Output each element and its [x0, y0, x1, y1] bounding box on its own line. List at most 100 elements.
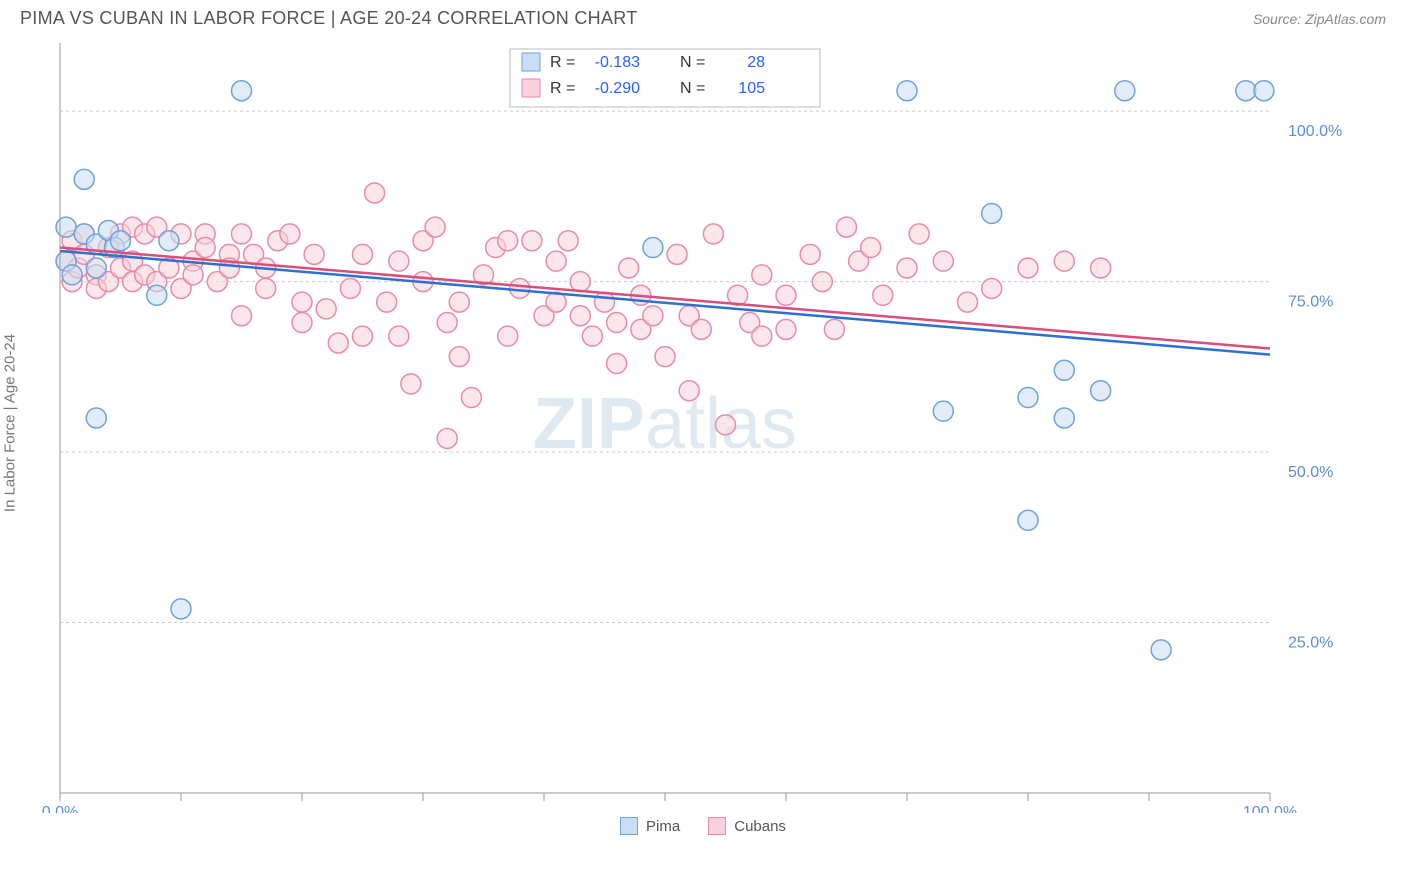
- cubans-point: [909, 224, 929, 244]
- cubans-point: [582, 326, 602, 346]
- cubans-point: [232, 306, 252, 326]
- cubans-point: [897, 258, 917, 278]
- y-axis-label: In Labor Force | Age 20-24: [2, 334, 19, 512]
- pima-point: [897, 81, 917, 101]
- cubans-point: [437, 313, 457, 333]
- cubans-point: [340, 278, 360, 298]
- cubans-point: [328, 333, 348, 353]
- cubans-point: [958, 292, 978, 312]
- cubans-point: [1091, 258, 1111, 278]
- cubans-point: [377, 292, 397, 312]
- pima-point: [1091, 381, 1111, 401]
- legend-swatch: [522, 53, 540, 71]
- cubans-point: [510, 278, 530, 298]
- pima-point: [1236, 81, 1256, 101]
- cubans-point: [982, 278, 1002, 298]
- svg-text:25.0%: 25.0%: [1288, 635, 1333, 652]
- cubans-point: [232, 224, 252, 244]
- chart-container: In Labor Force | Age 20-24 25.0%50.0%75.…: [20, 33, 1386, 813]
- legend-label: Pima: [646, 818, 680, 835]
- pima-point: [1151, 640, 1171, 660]
- cubans-point: [292, 313, 312, 333]
- pima-point: [933, 401, 953, 421]
- cubans-point: [183, 265, 203, 285]
- svg-text:N =: N =: [680, 80, 705, 97]
- cubans-point: [280, 224, 300, 244]
- legend-swatch: [620, 817, 638, 835]
- cubans-point: [776, 319, 796, 339]
- cubans-point: [558, 231, 578, 251]
- pima-point: [159, 231, 179, 251]
- svg-text:ZIPatlas: ZIPatlas: [533, 384, 797, 464]
- cubans-point: [861, 238, 881, 258]
- legend-label: Cubans: [734, 818, 786, 835]
- cubans-point: [619, 258, 639, 278]
- cubans-point: [498, 326, 518, 346]
- cubans-point: [873, 285, 893, 305]
- cubans-point: [353, 244, 373, 264]
- pima-point: [1054, 408, 1074, 428]
- legend-swatch: [522, 79, 540, 97]
- pima-point: [232, 81, 252, 101]
- cubans-point: [824, 319, 844, 339]
- title-bar: PIMA VS CUBAN IN LABOR FORCE | AGE 20-24…: [0, 0, 1406, 33]
- svg-text:R =: R =: [550, 54, 575, 71]
- cubans-point: [716, 415, 736, 435]
- svg-text:N =: N =: [680, 54, 705, 71]
- cubans-point: [667, 244, 687, 264]
- cubans-point: [522, 231, 542, 251]
- cubans-point: [425, 217, 445, 237]
- cubans-point: [546, 251, 566, 271]
- cubans-point: [304, 244, 324, 264]
- cubans-point: [607, 313, 627, 333]
- pima-point: [1054, 360, 1074, 380]
- cubans-point: [437, 428, 457, 448]
- source-attribution: Source: ZipAtlas.com: [1253, 11, 1386, 27]
- pima-point: [56, 217, 76, 237]
- pima-point: [111, 231, 131, 251]
- cubans-point: [607, 353, 627, 373]
- pima-point: [62, 265, 82, 285]
- cubans-point: [691, 319, 711, 339]
- cubans-point: [461, 388, 481, 408]
- pima-point: [171, 599, 191, 619]
- pima-point: [643, 238, 663, 258]
- scatter-chart: 25.0%50.0%75.0%100.0%ZIPatlas0.0%100.0%R…: [20, 33, 1360, 813]
- cubans-point: [353, 326, 373, 346]
- cubans-point: [570, 306, 590, 326]
- cubans-point: [195, 238, 215, 258]
- pima-trend-line: [60, 251, 1270, 355]
- cubans-point: [595, 292, 615, 312]
- bottom-legend: Pima Cubans: [0, 817, 1406, 835]
- svg-text:-0.183: -0.183: [595, 54, 640, 71]
- cubans-point: [812, 272, 832, 292]
- cubans-point: [401, 374, 421, 394]
- svg-text:28: 28: [747, 54, 765, 71]
- cubans-trend-line: [60, 248, 1270, 349]
- svg-text:100.0%: 100.0%: [1288, 123, 1342, 140]
- svg-text:-0.290: -0.290: [595, 80, 640, 97]
- svg-text:0.0%: 0.0%: [42, 804, 78, 813]
- pima-point: [1018, 388, 1038, 408]
- pima-point: [74, 169, 94, 189]
- cubans-point: [655, 347, 675, 367]
- cubans-point: [256, 278, 276, 298]
- cubans-point: [800, 244, 820, 264]
- cubans-point: [1054, 251, 1074, 271]
- cubans-point: [498, 231, 518, 251]
- pima-point: [982, 203, 1002, 223]
- legend-item: Cubans: [708, 817, 786, 835]
- svg-text:105: 105: [738, 80, 765, 97]
- cubans-point: [643, 306, 663, 326]
- pima-point: [1018, 510, 1038, 530]
- cubans-point: [316, 299, 336, 319]
- legend-swatch: [708, 817, 726, 835]
- cubans-point: [837, 217, 857, 237]
- svg-text:R =: R =: [550, 80, 575, 97]
- pima-point: [86, 258, 106, 278]
- cubans-point: [1018, 258, 1038, 278]
- svg-text:50.0%: 50.0%: [1288, 464, 1333, 481]
- legend-item: Pima: [620, 817, 680, 835]
- pima-point: [1254, 81, 1274, 101]
- cubans-point: [679, 381, 699, 401]
